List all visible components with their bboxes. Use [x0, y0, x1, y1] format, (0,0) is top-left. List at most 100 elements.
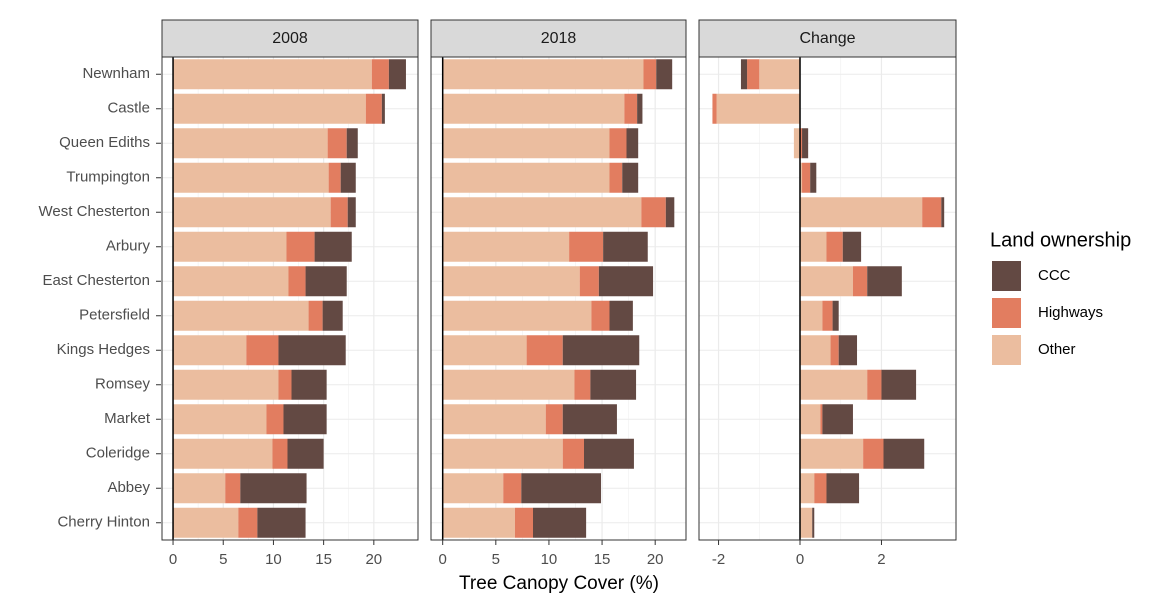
bar-segment — [347, 197, 356, 228]
bar-segment — [800, 128, 803, 159]
strip-title: Change — [799, 30, 855, 47]
y-tick-label: Cherry Hinton — [57, 514, 150, 531]
bar-segment — [922, 197, 942, 228]
panel-border — [430, 56, 687, 541]
panel-border — [698, 56, 957, 541]
bar-segment — [598, 266, 654, 297]
panel-border — [161, 56, 419, 541]
bar-segment — [826, 473, 860, 504]
legend-key — [992, 261, 1021, 291]
bar-segment — [609, 128, 627, 159]
bar-segment — [800, 197, 923, 228]
bar-segment — [759, 59, 801, 90]
bar-segment — [278, 369, 292, 400]
bar-segment — [643, 59, 657, 90]
bar-segment — [442, 231, 570, 262]
bar-segment — [328, 162, 341, 193]
bar-segment — [442, 93, 625, 124]
bar-segment — [838, 335, 858, 366]
strip — [161, 19, 419, 58]
bar-segment — [442, 404, 546, 435]
bar-segment — [641, 197, 666, 228]
x-tick-label: 5 — [492, 551, 500, 568]
bar-segment — [637, 93, 643, 124]
bar-segment — [590, 369, 637, 400]
bar-segment — [800, 266, 853, 297]
bar-segment — [442, 507, 515, 538]
y-tick-label: Castle — [107, 100, 150, 117]
bar-segment — [626, 128, 639, 159]
legend-title: Land ownership — [990, 229, 1131, 251]
bar-segment — [716, 93, 801, 124]
bar-segment — [603, 231, 648, 262]
bar-segment — [562, 404, 617, 435]
bar-segment — [800, 231, 827, 262]
bar-segment — [863, 438, 884, 469]
bar-segment — [327, 128, 347, 159]
bar-segment — [286, 231, 315, 262]
bar-segment — [173, 59, 372, 90]
bar-segment — [278, 335, 346, 366]
x-tick-label: 20 — [365, 551, 382, 568]
y-tick-label: Queen Ediths — [59, 134, 150, 151]
bar-segment — [800, 438, 864, 469]
bar-segment — [830, 335, 839, 366]
bar-segment — [240, 473, 307, 504]
y-tick-label: Arbury — [106, 238, 151, 255]
x-tick-label: 15 — [594, 551, 611, 568]
legend-label: Other — [1038, 341, 1076, 358]
x-axis-title: Tree Canopy Cover (%) — [459, 573, 659, 594]
bar-segment — [569, 231, 604, 262]
bar-segment — [442, 473, 504, 504]
bar-segment — [579, 266, 599, 297]
bar-segment — [800, 507, 813, 538]
strip-title: 2008 — [272, 30, 308, 47]
bar-segment — [272, 438, 288, 469]
bar-segment — [173, 93, 366, 124]
x-tick-label: 0 — [169, 551, 177, 568]
bar-segment — [283, 404, 327, 435]
bar-segment — [545, 404, 563, 435]
bar-segment — [800, 404, 821, 435]
bar-segment — [820, 404, 823, 435]
bar-segment — [810, 162, 817, 193]
bar-segment — [287, 438, 324, 469]
x-tick-label: 20 — [647, 551, 664, 568]
legend-label: CCC — [1038, 267, 1071, 284]
bar-segment — [656, 59, 673, 90]
bar-segment — [562, 438, 584, 469]
bar-segment — [802, 128, 809, 159]
bar-segment — [832, 300, 839, 331]
bar-segment — [867, 369, 882, 400]
bar-segment — [442, 369, 575, 400]
bar-segment — [740, 59, 748, 90]
bar-segment — [381, 93, 385, 124]
bar-segment — [442, 300, 592, 331]
bar-segment — [330, 197, 348, 228]
bar-segment — [826, 231, 843, 262]
bar-segment — [521, 473, 601, 504]
bar-segment — [173, 335, 247, 366]
bar-segment — [365, 93, 382, 124]
bar-segment — [712, 93, 717, 124]
y-tick-label: Abbey — [107, 479, 150, 496]
bar-segment — [308, 300, 323, 331]
bar-segment — [852, 266, 868, 297]
bar-segment — [442, 266, 580, 297]
legend-key — [992, 298, 1021, 328]
bar-segment — [800, 335, 831, 366]
bar-segment — [800, 369, 868, 400]
bar-segment — [173, 231, 287, 262]
bar-segment — [881, 369, 917, 400]
bar-segment — [173, 128, 328, 159]
x-tick-label: 5 — [219, 551, 227, 568]
x-tick-label: 0 — [439, 551, 447, 568]
bar-segment — [266, 404, 284, 435]
x-tick-label: -2 — [712, 551, 725, 568]
bar-segment — [574, 369, 591, 400]
y-tick-label: Romsey — [95, 376, 151, 393]
bar-segment — [814, 473, 827, 504]
bar-segment — [173, 473, 226, 504]
bar-segment — [609, 162, 623, 193]
